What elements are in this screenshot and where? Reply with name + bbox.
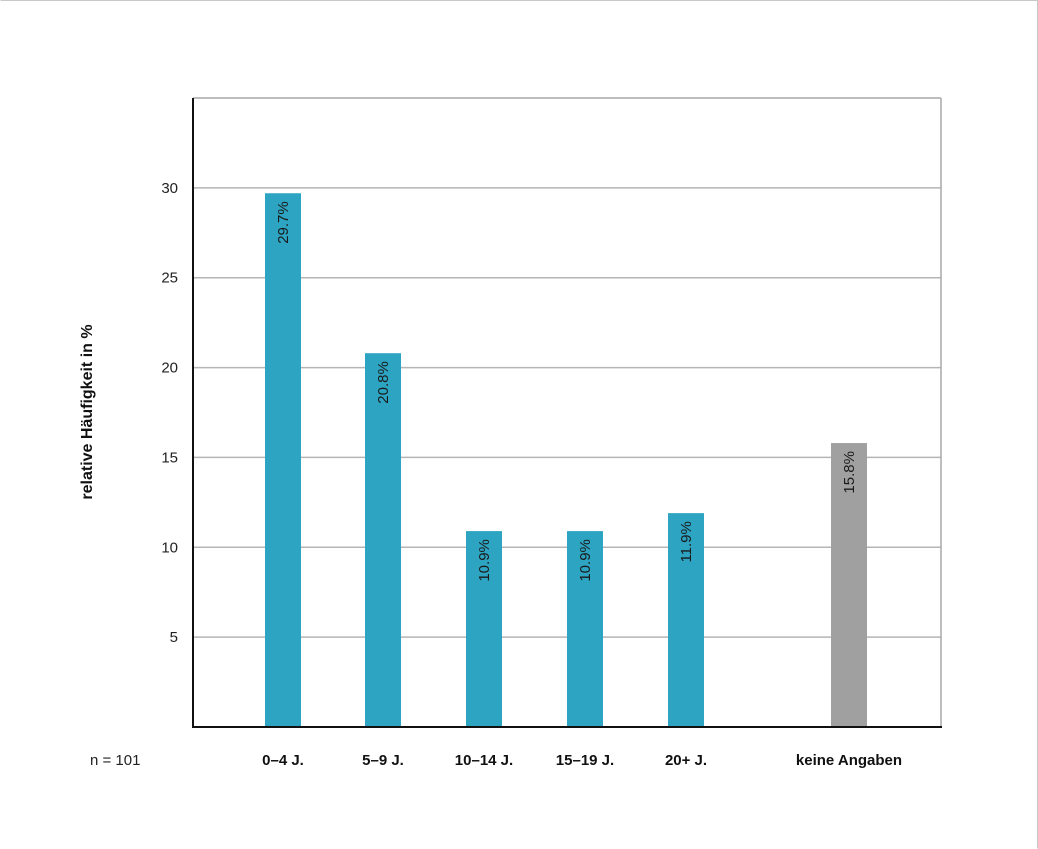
x-category-label: 0–4 J.	[262, 752, 304, 769]
x-category-labels: 0–4 J. 5–9 J. 10–14 J. 15–19 J. 20+ J. keine …	[262, 752, 902, 769]
y-tick-label: 30	[161, 180, 178, 197]
axes	[192, 97, 942, 728]
bar	[265, 193, 301, 728]
y-tick-label: 20	[161, 360, 178, 377]
bar-data-label: 11.9%	[678, 521, 695, 562]
y-tick-label: 10	[161, 539, 178, 556]
bar	[365, 353, 401, 727]
sample-size-note: n = 101	[90, 752, 140, 769]
y-tick-labels: 5 10 15 20 25 30	[161, 180, 178, 646]
x-category-label: 5–9 J.	[362, 752, 404, 769]
y-axis-label: relative Häufigkeit in %	[79, 324, 96, 499]
bar-data-label: 29.7%	[275, 201, 292, 244]
bars: 29.7% 20.8% 10.9% 10.9% 11.9% 15.8%	[265, 193, 867, 728]
y-tick-label: 25	[161, 270, 178, 287]
bar-data-label: 10.9%	[577, 539, 594, 582]
bar	[831, 443, 867, 727]
x-category-label: 15–19 J.	[556, 752, 614, 769]
x-category-label: 20+ J.	[665, 752, 707, 769]
bar	[567, 531, 603, 727]
bar-data-label: 15.8%	[841, 451, 858, 494]
x-category-label: keine Angaben	[796, 752, 902, 769]
y-tick-label: 15	[161, 449, 178, 466]
bar	[466, 531, 502, 727]
y-tick-label: 5	[170, 629, 178, 646]
gridlines	[193, 187, 941, 638]
bar	[668, 513, 704, 727]
x-category-label: 10–14 J.	[455, 752, 513, 769]
bar-data-label: 10.9%	[476, 539, 493, 582]
bar-data-label: 20.8%	[375, 361, 392, 404]
